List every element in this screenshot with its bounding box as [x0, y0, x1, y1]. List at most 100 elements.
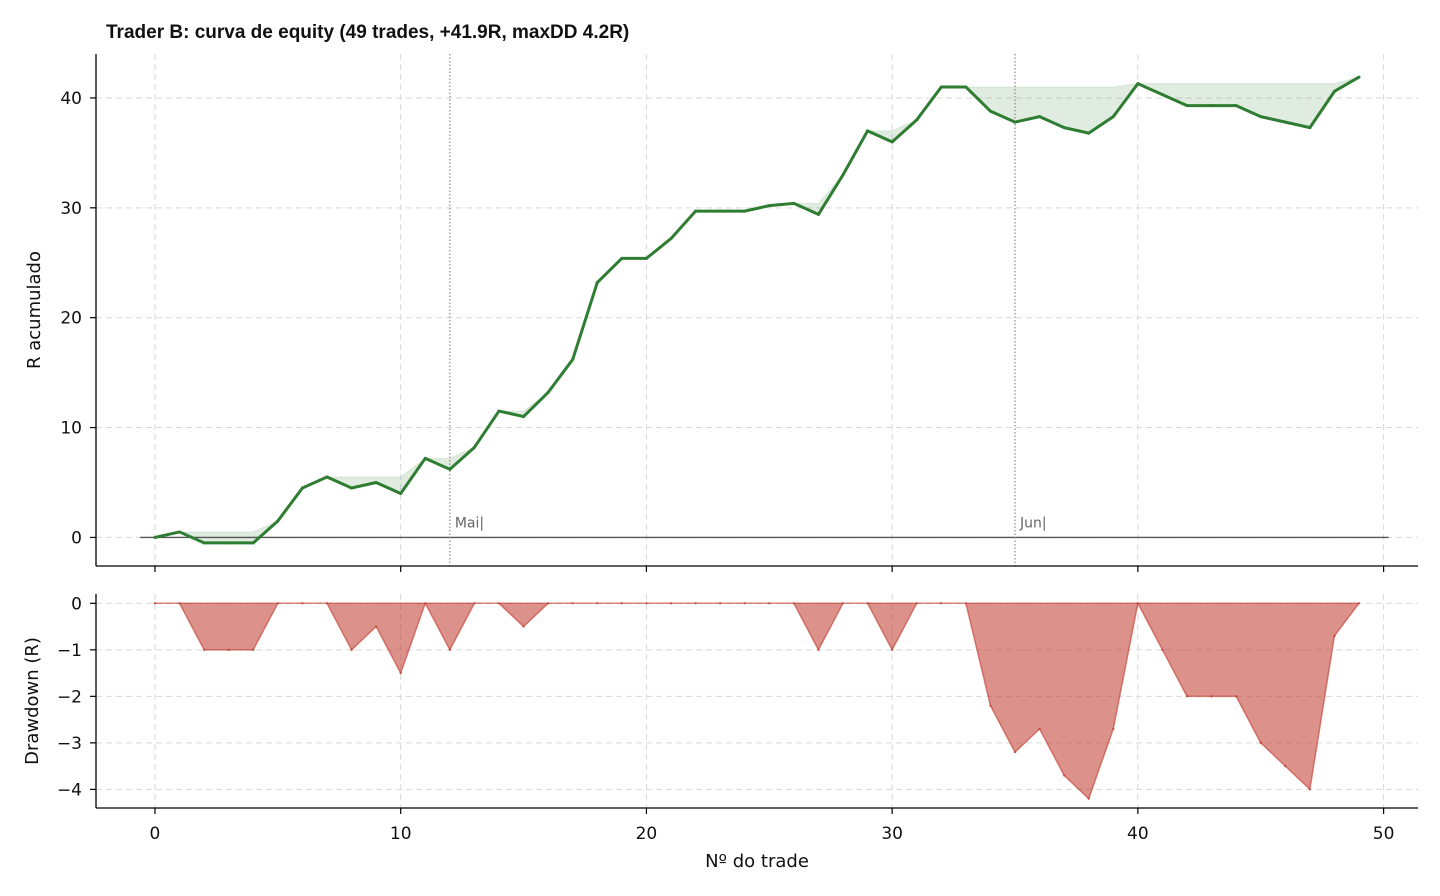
- drawdown-point: [252, 648, 255, 652]
- equity-point: [1259, 115, 1263, 119]
- equity-point: [792, 201, 796, 205]
- x-tick-label: 50: [1373, 824, 1395, 844]
- drawdown-point: [1112, 727, 1115, 731]
- drawdown-point: [1161, 648, 1164, 652]
- equity-point: [1234, 104, 1238, 108]
- equity-point: [1357, 75, 1361, 79]
- equity-point: [694, 209, 698, 213]
- equity-point: [767, 204, 771, 208]
- equity-point: [227, 541, 231, 545]
- equity-point: [251, 541, 255, 545]
- y-tick-label: −3: [57, 734, 82, 754]
- drawdown-point: [301, 602, 304, 605]
- equity-point: [546, 390, 550, 394]
- drawdown-point: [276, 602, 280, 605]
- equity-point: [988, 109, 992, 113]
- drawdown-point: [964, 602, 968, 605]
- drawdown-point: [940, 602, 943, 605]
- y-axis-label-equity: R acumulado: [24, 251, 45, 369]
- equity-point: [718, 209, 722, 213]
- equity-point: [497, 409, 501, 413]
- equity-point: [1283, 120, 1287, 124]
- drawdown-point: [866, 602, 869, 605]
- drawdown-point: [1013, 750, 1017, 754]
- y-tick-label: −1: [57, 641, 82, 661]
- equity-point: [1038, 115, 1042, 119]
- equity-point: [350, 486, 354, 490]
- equity-point: [1160, 93, 1164, 97]
- equity-point: [423, 456, 427, 460]
- drawdown-point: [1038, 727, 1041, 731]
- y-tick-label: 20: [60, 309, 82, 329]
- drawdown-area: [154, 602, 1360, 800]
- equity-panel: Mai| Jun| 0 10 20 30 40 R acumulado: [24, 54, 1418, 572]
- x-tick-label: 20: [636, 824, 658, 844]
- equity-point: [325, 475, 329, 479]
- drawdown-point: [522, 625, 525, 628]
- drawdown-point: [817, 648, 820, 652]
- equity-point: [202, 541, 206, 545]
- equity-point: [399, 491, 403, 495]
- drawdown-point: [1136, 602, 1140, 605]
- equity-point: [1111, 115, 1115, 119]
- drawdown-point: [890, 648, 894, 652]
- drawdown-point: [841, 602, 845, 605]
- drawdown-point: [768, 602, 771, 605]
- drawdown-point: [473, 602, 476, 605]
- y-tick-label: 0: [71, 594, 82, 614]
- drawdown-point: [792, 602, 796, 605]
- month-marker-label: Jun|: [1019, 515, 1047, 531]
- drawdown-point: [153, 602, 157, 605]
- y-tick-label: 30: [60, 199, 82, 219]
- drawdown-point: [1284, 764, 1287, 768]
- drawdown-point: [424, 602, 427, 605]
- drawdown-point: [497, 602, 501, 605]
- equity-point: [153, 535, 157, 539]
- equity-point: [178, 530, 182, 534]
- drawdown-point: [399, 671, 402, 675]
- drawdown-point: [620, 602, 624, 605]
- drawdown-point: [1259, 741, 1262, 745]
- equity-point: [620, 256, 624, 260]
- x-tick-label: 40: [1127, 824, 1149, 844]
- underwater-fill-area: [154, 76, 1360, 544]
- equity-point: [1062, 126, 1066, 130]
- equity-point: [866, 129, 870, 133]
- y-tick-label: 0: [71, 528, 82, 548]
- drawdown-point: [915, 602, 918, 605]
- drawdown-point: [448, 648, 452, 652]
- equity-point: [1136, 82, 1140, 86]
- drawdown-point: [350, 648, 353, 652]
- drawdown-point: [571, 602, 574, 605]
- drawdown-point: [1087, 797, 1090, 800]
- x-tick-label: 30: [881, 824, 903, 844]
- equity-point: [915, 118, 919, 122]
- equity-point: [1013, 120, 1017, 124]
- drawdown-point: [1185, 695, 1189, 698]
- drawdown-point: [178, 602, 181, 605]
- equity-point: [939, 85, 943, 89]
- x-tick-label: 10: [390, 824, 412, 844]
- equity-point: [1087, 131, 1091, 135]
- equity-point: [644, 256, 648, 260]
- equity-point: [472, 445, 476, 449]
- drawdown-point: [669, 602, 673, 605]
- drawdown-point: [546, 602, 550, 605]
- drawdown-point: [596, 602, 599, 605]
- y-tick-label: 40: [60, 89, 82, 109]
- equity-point: [743, 209, 747, 213]
- drawdown-point: [645, 602, 648, 605]
- equity-point: [964, 85, 968, 89]
- drawdown-point: [1210, 695, 1213, 698]
- equity-point: [522, 415, 526, 419]
- y-tick-label: 10: [60, 419, 82, 439]
- equity-point: [816, 212, 820, 216]
- drawdown-point: [718, 602, 722, 605]
- equity-point: [669, 237, 673, 241]
- equity-point: [595, 281, 599, 285]
- equity-point: [1185, 104, 1189, 108]
- equity-point: [1332, 89, 1336, 93]
- drawdown-point: [1234, 695, 1238, 698]
- chart-title: Trader B: curva de equity (49 trades, +4…: [106, 22, 629, 43]
